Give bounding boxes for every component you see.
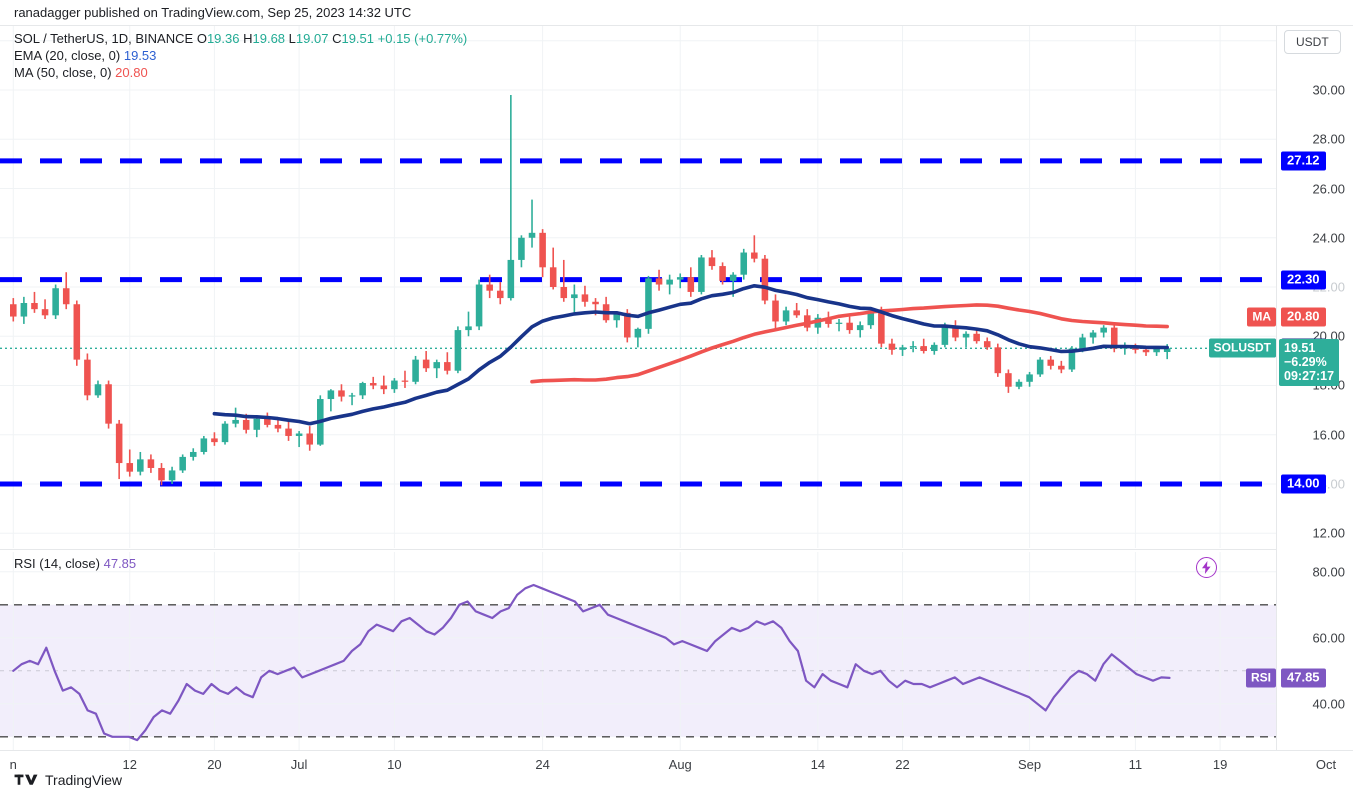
price-tick-16-00: 16.00: [1312, 427, 1345, 443]
time-label-14: 14: [810, 757, 826, 772]
time-label-24: 24: [535, 757, 550, 772]
rsi-tick-40-00: 40.00: [1312, 696, 1345, 712]
rsi-tick-60-00: 60.00: [1312, 630, 1345, 646]
time-label-aug: Aug: [668, 757, 692, 772]
last-price-value: 19.51: [1284, 341, 1316, 356]
ma-price-badge[interactable]: 20.80: [1281, 307, 1326, 327]
time-label-10: 10: [387, 757, 402, 772]
lightning-bolt-icon[interactable]: [1196, 557, 1217, 578]
price-tick-28-00: 28.00: [1312, 131, 1345, 147]
last-price-badge[interactable]: 19.51 −6.29% 09:27:17: [1279, 339, 1340, 387]
rsi-series-pill[interactable]: RSI: [1245, 668, 1276, 688]
rsi-legend-label: RSI (14, close): [14, 556, 100, 571]
chart-frame: SOL / TetherUS, 1D, BINANCE O19.36 H19.6…: [0, 26, 1353, 806]
rsi-pane[interactable]: [0, 552, 1276, 750]
time-label-oct: Oct: [1315, 757, 1337, 772]
tradingview-footer: TradingView: [14, 772, 122, 788]
time-label-12: 12: [122, 757, 137, 772]
time-label-jul: Jul: [290, 757, 308, 772]
price-tick-30-00: 30.00: [1312, 82, 1345, 98]
symbol-series-pill[interactable]: SOLUSDT: [1208, 338, 1276, 358]
ma-series-pill[interactable]: MA: [1247, 307, 1276, 327]
bolt-glyph: [1202, 561, 1211, 574]
price-tick-24-00: 24.00: [1312, 230, 1345, 246]
time-label-19: 19: [1212, 757, 1228, 772]
time-label-20: 20: [207, 757, 222, 772]
price-tick-26-00: 26.00: [1312, 181, 1345, 196]
series-pill-layer: MAEMASOLUSDTRSI: [0, 26, 1353, 806]
tradingview-brand: TradingView: [45, 772, 123, 788]
rsi-legend-value: 47.85: [103, 556, 137, 571]
bar-countdown: 09:27:17: [1284, 369, 1335, 384]
last-price-change: −6.29%: [1284, 355, 1327, 370]
tradingview-logo-icon: [14, 774, 38, 785]
rsi-chart-canvas[interactable]: [0, 552, 1276, 750]
right-price-axis[interactable]: USDT 30.0028.0026.0024.0022.0020.0018.00…: [1276, 26, 1353, 766]
level-badge-22-30[interactable]: 22.30: [1281, 270, 1326, 290]
rsi-value-badge[interactable]: 47.85: [1281, 668, 1326, 688]
pane-divider: [0, 549, 1276, 550]
currency-chip[interactable]: USDT: [1284, 30, 1341, 54]
level-badge-27-12[interactable]: 27.12: [1281, 151, 1326, 171]
time-label-11: 11: [1128, 757, 1143, 772]
time-label-sep: Sep: [1017, 757, 1042, 772]
level-badge-14-00[interactable]: 14.00: [1281, 474, 1326, 494]
bottom-time-axis[interactable]: n 12 20 Jul 10 24 Aug 14 22 Sep 11 19 Oct: [0, 750, 1353, 782]
price-pane[interactable]: [0, 26, 1276, 548]
price-chart-canvas[interactable]: [0, 26, 1276, 548]
price-tick-12-00: 12.00: [1312, 525, 1345, 541]
rsi-tick-80-00: 80.00: [1312, 564, 1345, 580]
attribution-text: ranadagger published on TradingView.com,…: [14, 5, 412, 20]
time-label-n: n: [9, 757, 17, 772]
rsi-legend[interactable]: RSI (14, close) 47.85: [14, 556, 136, 571]
time-label-22: 22: [895, 757, 910, 772]
attribution-bar: ranadagger published on TradingView.com,…: [0, 0, 1353, 26]
